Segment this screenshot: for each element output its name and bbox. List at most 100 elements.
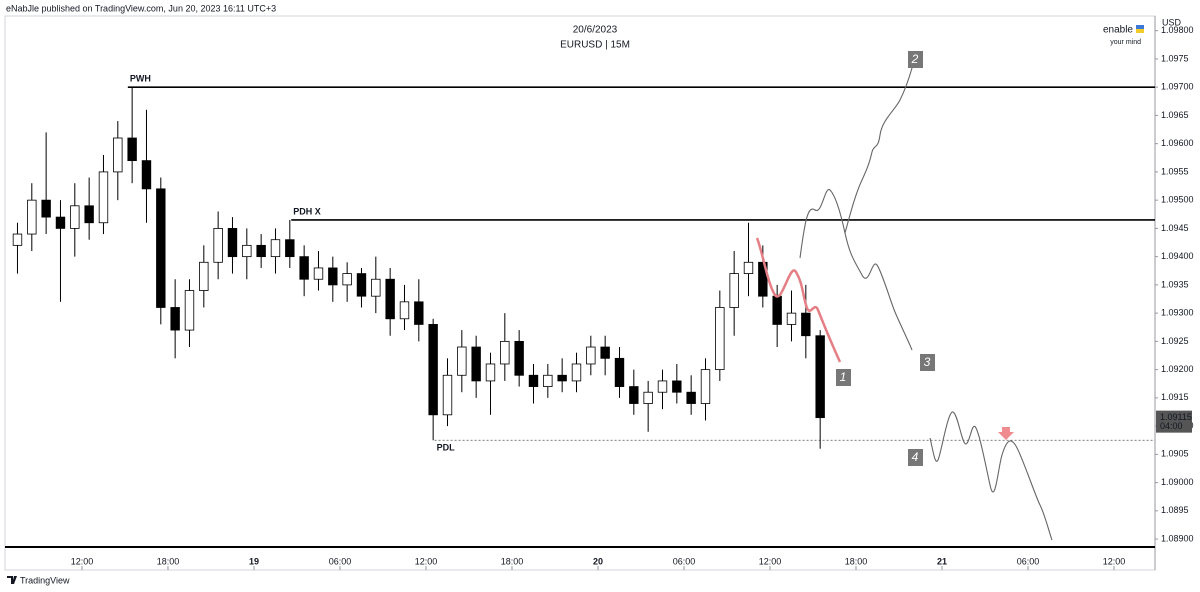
level-label: PWH: [130, 74, 151, 84]
y-tick-label: 1.0935: [1161, 279, 1189, 289]
candle-body: [657, 380, 668, 393]
candle-body: [614, 357, 625, 387]
y-tick-label: 1.0895: [1161, 505, 1189, 515]
scenario-drawings: [799, 67, 1053, 541]
candle-body: [485, 363, 496, 382]
candle-body: [600, 346, 610, 359]
candle-body: [700, 369, 711, 404]
y-tick-label: 1.09800: [1161, 25, 1194, 35]
candle-body: [629, 386, 639, 404]
candle-body: [786, 312, 797, 325]
candles: [12, 86, 1155, 449]
countdown-label: 04:00: [1160, 421, 1183, 431]
y-tick-label: 1.09000: [1161, 477, 1194, 487]
publisher-line: eNabJle published on TradingView.com, Ju…: [6, 3, 276, 13]
y-tick-label: 1.09400: [1161, 251, 1194, 261]
y-tick-label: 1.0925: [1161, 336, 1189, 346]
candle-body: [41, 199, 51, 218]
candle-body: [299, 256, 309, 280]
last-price-tag: [1156, 410, 1192, 433]
last-price-label: 1.09115: [1160, 412, 1192, 422]
plot-frame: [4, 15, 1156, 571]
candle-body: [227, 227, 238, 258]
x-tick-label: 12:00: [759, 556, 782, 566]
candle-body: [457, 346, 467, 376]
y-tick-label: 1.09500: [1161, 195, 1194, 205]
annotation-label: 4: [912, 450, 919, 464]
annotation-box: [908, 51, 923, 68]
candle-body: [371, 278, 381, 297]
candle-body: [500, 340, 510, 365]
axis-unit-bg: [1156, 16, 1200, 36]
candle-body: [98, 171, 109, 224]
y-tick-label: 1.09600: [1161, 138, 1194, 148]
scenario-path: [799, 189, 913, 351]
x-tick-label: 18:00: [845, 556, 868, 566]
axis-unit: USD: [1162, 17, 1182, 27]
candle-body: [686, 391, 696, 404]
annotation-box: [920, 354, 935, 371]
tagline: your mind: [1110, 39, 1141, 46]
candle-body: [543, 374, 553, 387]
candle-body: [313, 267, 324, 280]
flag-bottom: [1136, 29, 1144, 33]
candle-body: [27, 199, 37, 235]
y-tick-label: 1.09300: [1161, 308, 1194, 318]
brand: enable: [1103, 25, 1133, 36]
candle-body: [557, 374, 567, 382]
candle-body: [643, 391, 653, 404]
candle-body: [127, 137, 137, 162]
candle-body: [285, 239, 295, 258]
y-tick-label: 1.0975: [1161, 53, 1189, 63]
candle-body: [270, 239, 281, 258]
candle-body: [743, 261, 754, 274]
candle-body: [156, 188, 166, 308]
candle-body: [170, 307, 180, 331]
annotation-box: [908, 449, 923, 466]
candle-body: [385, 278, 395, 320]
x-tick-label: 18:00: [501, 556, 524, 566]
candle-body: [356, 273, 367, 297]
chart-subtitle: EURUSD | 15M: [560, 40, 630, 51]
x-tick-label: 21: [937, 556, 947, 566]
red-scenario-path: [755, 237, 842, 363]
x-tick-label: 06:00: [673, 556, 696, 566]
candle-body: [528, 374, 539, 387]
y-tick-label: 1.09200: [1161, 364, 1194, 374]
candle-body: [342, 273, 352, 286]
y-tick-label: 1.0905: [1161, 449, 1189, 459]
candle-body: [471, 346, 481, 382]
scenario-path: [929, 411, 1053, 541]
candle-body: [729, 273, 739, 308]
candle-body: [442, 374, 453, 416]
scenario-path: [844, 67, 913, 234]
candle-body: [141, 160, 152, 190]
chart-title: 20/6/2023: [573, 25, 618, 36]
candle-body: [801, 312, 811, 337]
candle-body: [586, 346, 596, 365]
x-tick-label: 06:00: [1017, 556, 1040, 566]
candle-body: [571, 363, 582, 382]
candle-body: [113, 137, 123, 173]
x-tick-label: 18:00: [157, 556, 180, 566]
annotation-label: 1: [840, 370, 847, 384]
x-tick-label: 20: [593, 556, 603, 566]
tv-logo: [7, 576, 17, 584]
y-tick-label: 1.09700: [1161, 82, 1194, 92]
candle-body: [399, 301, 410, 320]
level-label: PDH X: [293, 206, 321, 216]
annotation-label: 3: [924, 355, 931, 369]
red-arrow: [998, 427, 1014, 440]
candle-body: [772, 295, 782, 325]
x-tick-label: 12:00: [1103, 556, 1126, 566]
candle-body: [12, 233, 23, 246]
y-tick-label: 1.0945: [1161, 223, 1189, 233]
x-tick-label: 12:00: [71, 556, 94, 566]
annotation-box: [836, 369, 851, 386]
candle-body: [672, 380, 682, 393]
footer-logo-text: TradingView: [20, 575, 70, 585]
y-tick-label: 1.08900: [1161, 533, 1194, 543]
candle-body: [184, 290, 195, 331]
